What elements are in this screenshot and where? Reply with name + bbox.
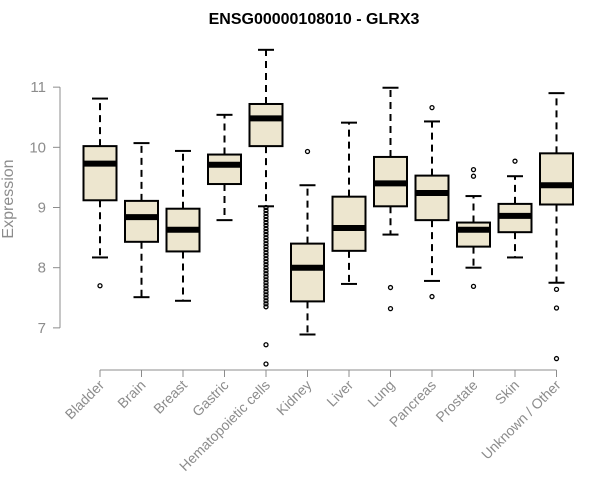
outlier-point	[387, 305, 394, 312]
outlier-point	[263, 271, 269, 277]
x-tick-label-unknown-other: Unknown / Other	[478, 377, 564, 463]
outlier-point	[263, 262, 269, 268]
iqr-box	[414, 174, 450, 222]
outlier-point	[263, 231, 269, 238]
outlier-point	[263, 274, 269, 280]
box-gastric	[207, 113, 242, 222]
outlier-point	[263, 222, 269, 229]
outlier-point	[470, 283, 477, 289]
outlier-point	[263, 265, 269, 271]
outlier-point	[263, 280, 269, 286]
box-brain	[124, 142, 159, 299]
box-prostate	[456, 166, 491, 289]
x-tick-label-brain: Brain	[114, 377, 148, 411]
outlier-point	[470, 166, 477, 173]
box-skin	[497, 158, 533, 259]
iqr-box	[290, 242, 325, 303]
outlier-point	[263, 268, 269, 274]
outlier-point	[263, 213, 269, 220]
outlier-point	[512, 158, 518, 164]
box-unknown-other	[539, 92, 574, 362]
y-tick-label-11: 11	[30, 79, 46, 96]
outlier-point	[263, 204, 269, 211]
outlier-point	[263, 283, 269, 289]
x-tick-label-breast: Breast	[150, 377, 190, 417]
outlier-point	[553, 305, 560, 311]
outlier-point	[263, 361, 269, 367]
outlier-point	[263, 219, 269, 226]
y-tick-label-7: 7	[38, 320, 46, 337]
outlier-point	[263, 243, 269, 250]
outlier-point	[263, 207, 269, 214]
outlier-point	[263, 234, 269, 241]
outlier-point	[263, 286, 269, 292]
outlier-point	[263, 256, 269, 262]
outlier-point	[263, 225, 269, 232]
y-axis-label: Expression	[0, 159, 17, 238]
outlier-point	[263, 246, 269, 253]
outlier-point	[429, 104, 435, 111]
outlier-point	[263, 277, 269, 283]
x-tick-label-prostate: Prostate	[432, 377, 480, 425]
outlier-point	[263, 304, 269, 310]
y-tick-label-10: 10	[29, 139, 46, 156]
outlier-point	[263, 240, 269, 247]
outlier-point	[263, 289, 269, 295]
y-tick-label-9: 9	[38, 200, 46, 217]
outlier-point	[97, 283, 103, 289]
outlier-point	[387, 284, 394, 291]
outlier-point	[553, 286, 560, 293]
outlier-point	[263, 253, 269, 259]
x-tick-label-skin: Skin	[492, 377, 523, 408]
x-tick-label-bladder: Bladder	[62, 377, 108, 423]
outlier-point	[263, 298, 269, 304]
iqr-box	[82, 145, 118, 202]
box-hematopoietic-cells	[248, 48, 284, 367]
outlier-point	[263, 342, 269, 348]
box-bladder	[82, 97, 118, 289]
outlier-point	[263, 295, 269, 301]
box-breast	[165, 149, 201, 302]
outlier-point	[263, 301, 269, 307]
y-tick-label-8: 8	[38, 260, 46, 277]
outlier-point	[263, 259, 269, 265]
iqr-box	[248, 102, 284, 148]
iqr-box	[331, 195, 367, 252]
box-kidney	[290, 148, 325, 336]
iqr-box	[539, 152, 574, 206]
outlier-point	[263, 237, 269, 244]
outlier-point	[263, 216, 269, 223]
box-lung	[373, 86, 408, 312]
y-axis: 7 8 9 10 11	[29, 79, 61, 337]
chart-title: ENSG00000108010 - GLRX3	[209, 11, 420, 28]
box-series	[82, 48, 574, 367]
iqr-box	[456, 221, 491, 248]
x-tick-label-liver: Liver	[323, 377, 356, 410]
x-tick-label-kidney: Kidney	[273, 377, 315, 419]
outlier-point	[263, 292, 269, 298]
x-tick-label-lung: Lung	[364, 377, 397, 410]
outlier-point	[470, 173, 477, 179]
outlier-point	[263, 210, 269, 217]
outlier-point	[263, 228, 269, 235]
iqr-box	[124, 199, 159, 243]
outlier-point	[553, 355, 560, 362]
iqr-box	[207, 153, 242, 186]
outlier-point	[304, 148, 311, 155]
box-liver	[331, 121, 367, 285]
outlier-point	[263, 249, 269, 256]
box-pancreas	[414, 104, 450, 300]
outlier-point	[429, 293, 435, 300]
